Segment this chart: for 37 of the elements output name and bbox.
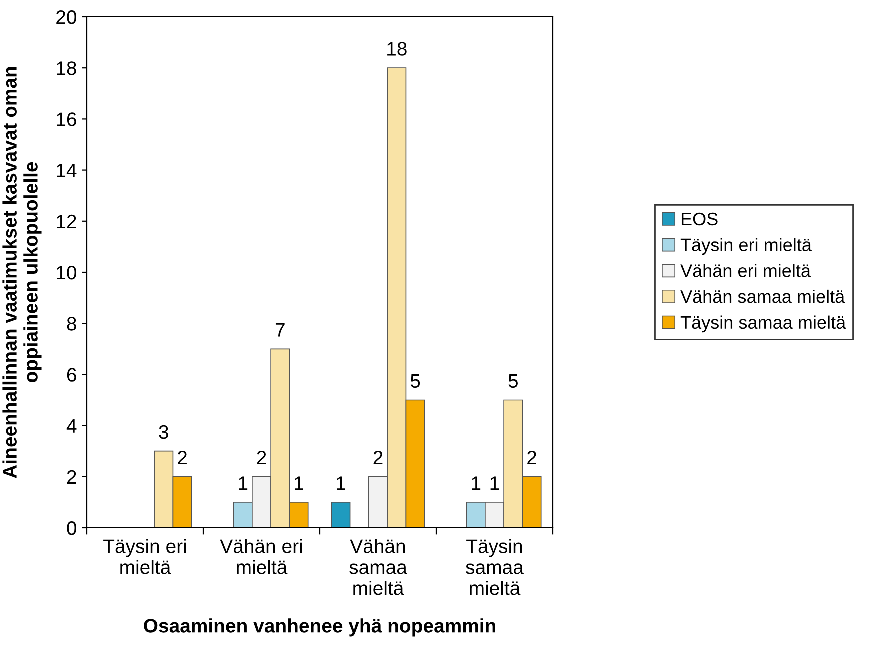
y-tick-label: 8 [67, 317, 76, 331]
y-tick-label: 2 [67, 470, 76, 484]
legend-label: Vähän samaa mieltä [680, 290, 846, 304]
y-tick-label: 16 [57, 112, 76, 126]
y-tick-label: 6 [67, 368, 76, 382]
y-tick-label: 12 [57, 214, 76, 228]
x-tick-label: Täysin eri mieltä [104, 539, 186, 574]
data-label: 5 [410, 374, 420, 388]
x-tick-label: Vähän eri mieltä [220, 539, 302, 574]
y-tick-label: 20 [56, 10, 77, 24]
bar [331, 502, 351, 528]
x-axis-title: Osaaminen vanhenee yhä nopeammin [144, 618, 496, 637]
x-tick-label: Täysin samaa mieltä [466, 539, 524, 596]
y-tick-label: 18 [57, 62, 76, 76]
data-label: 3 [159, 425, 168, 440]
x-tick-label: Vähän samaa mieltä [350, 539, 408, 596]
legend-label: Täysin samaa mieltä [680, 316, 846, 333]
legend-label: Täysin eri mieltä [680, 238, 812, 256]
legend-label: EOS [682, 212, 718, 226]
data-label: 5 [508, 374, 518, 388]
data-label: 1 [490, 476, 500, 490]
data-label: 2 [257, 450, 266, 465]
data-label: 1 [239, 476, 248, 490]
data-label: 18 [388, 42, 407, 56]
y-tick-label: 10 [57, 266, 77, 280]
data-label: 2 [528, 450, 536, 465]
data-label: 2 [178, 450, 187, 465]
y-tick-label: 14 [57, 164, 77, 178]
data-label: 7 [276, 323, 285, 337]
data-label: 1 [472, 476, 481, 490]
data-label: 2 [374, 450, 383, 465]
data-label: 1 [337, 476, 346, 490]
legend-label: Vähän eri mieltä [680, 264, 811, 278]
y-axis-title: Aineenhallinnan vaatimukset kasvavat oman oppiaineen ulkopuolelle [2, 67, 42, 478]
y-tick-label: 4 [66, 419, 77, 433]
data-label: 1 [295, 476, 304, 490]
y-tick-label: 0 [67, 521, 77, 536]
